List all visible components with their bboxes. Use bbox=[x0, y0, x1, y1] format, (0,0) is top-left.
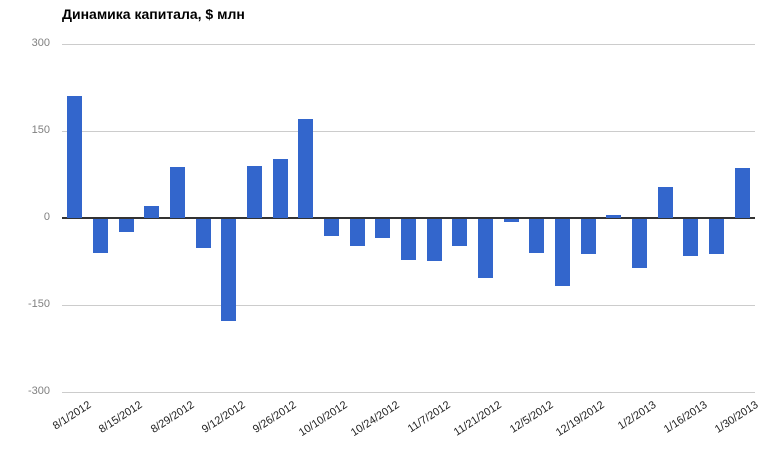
bar[interactable] bbox=[272, 158, 288, 218]
gridline bbox=[62, 131, 755, 132]
bar[interactable] bbox=[375, 219, 391, 238]
bar[interactable] bbox=[298, 119, 314, 218]
x-tick-label: 8/1/2012 bbox=[50, 399, 94, 433]
x-tick-label: 10/10/2012 bbox=[297, 399, 351, 440]
x-tick-label: 10/24/2012 bbox=[348, 399, 402, 440]
x-tick-label: 12/19/2012 bbox=[553, 399, 607, 440]
x-tick-label: 11/7/2012 bbox=[405, 399, 453, 436]
x-tick-label: 1/30/2013 bbox=[713, 399, 761, 436]
bar[interactable] bbox=[426, 219, 442, 261]
x-tick-label: 9/12/2012 bbox=[199, 399, 248, 436]
y-tick-label: 0 bbox=[43, 211, 50, 223]
bar[interactable] bbox=[503, 219, 519, 223]
x-tick-label: 9/26/2012 bbox=[251, 399, 299, 436]
bar[interactable] bbox=[349, 219, 365, 247]
bar[interactable] bbox=[478, 219, 493, 279]
y-tick-label: -300 bbox=[27, 385, 50, 397]
x-tick-label: 1/2/2013 bbox=[615, 399, 659, 433]
bar[interactable] bbox=[555, 219, 570, 286]
y-tick-label: -150 bbox=[27, 298, 50, 310]
bar[interactable] bbox=[93, 219, 108, 254]
x-tick-label: 12/5/2012 bbox=[507, 399, 556, 436]
bar[interactable] bbox=[247, 166, 262, 218]
bar[interactable] bbox=[170, 166, 185, 218]
chart-title: Динамика капитала, $ млн bbox=[62, 6, 245, 22]
zero-axis-line bbox=[62, 217, 755, 219]
bar[interactable] bbox=[67, 96, 83, 218]
bar[interactable] bbox=[144, 205, 160, 218]
bar[interactable] bbox=[195, 219, 211, 248]
bar[interactable] bbox=[324, 219, 339, 236]
x-tick-label: 8/15/2012 bbox=[97, 399, 145, 436]
y-tick-label: 300 bbox=[31, 37, 50, 49]
gridline bbox=[62, 305, 755, 306]
bar[interactable] bbox=[529, 219, 545, 254]
bar[interactable] bbox=[401, 219, 416, 260]
x-tick-label: 1/16/2013 bbox=[661, 399, 710, 436]
bar[interactable] bbox=[709, 219, 724, 254]
x-tick-label: 11/21/2012 bbox=[452, 399, 505, 439]
gridline bbox=[62, 44, 755, 45]
bar[interactable] bbox=[657, 187, 673, 218]
gridline bbox=[62, 392, 755, 393]
x-tick-label: 8/29/2012 bbox=[148, 399, 197, 436]
y-tick-label: 150 bbox=[31, 124, 50, 136]
plot-area bbox=[62, 44, 755, 393]
bar[interactable] bbox=[683, 219, 699, 257]
bar[interactable] bbox=[734, 168, 750, 218]
bar[interactable] bbox=[118, 219, 134, 232]
bar[interactable] bbox=[632, 219, 647, 269]
bar[interactable] bbox=[452, 219, 468, 247]
bar[interactable] bbox=[580, 219, 596, 254]
bar[interactable] bbox=[221, 219, 237, 322]
bar[interactable] bbox=[606, 215, 622, 218]
